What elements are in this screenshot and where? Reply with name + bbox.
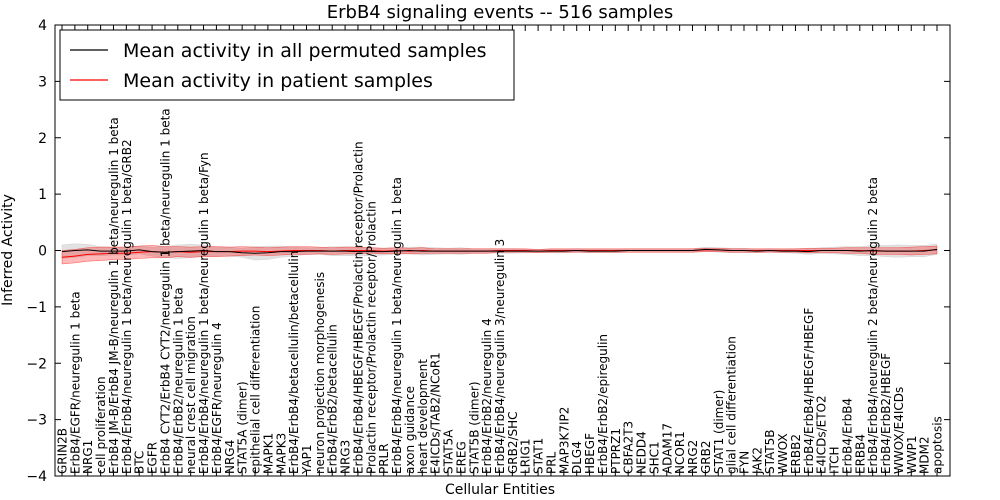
x-tick-label: GRIN2B xyxy=(56,428,70,474)
y-tick-label: 2 xyxy=(38,131,47,147)
x-tick-label: heart development xyxy=(416,359,430,474)
x-tick-label: epithelial cell differentiation xyxy=(249,306,263,474)
x-tick-label: MAPK1 xyxy=(261,433,275,474)
x-tick-label: PTPRZ1 xyxy=(609,428,623,474)
x-tick-label: E4ICDs/ETO2 xyxy=(815,395,829,474)
x-tick-label: ErbB4/ErbB2/betacellulin xyxy=(326,324,340,474)
x-tick-label: axon guidance xyxy=(403,386,417,474)
legend: Mean activity in all permuted samples Me… xyxy=(59,29,515,101)
x-tick-label: WWOX xyxy=(776,433,790,474)
x-tick-label: MAPK3 xyxy=(274,433,288,474)
y-tick-label: −2 xyxy=(26,356,47,372)
x-tick-label: ErbB4/ErbB2/neuregulin 1 beta xyxy=(171,287,185,474)
x-tick-label: CBFA2T3 xyxy=(622,421,636,474)
x-tick-label: glial cell differentiation xyxy=(725,336,739,474)
x-tick-label: GRB2 xyxy=(699,441,713,475)
y-tick-label: −3 xyxy=(26,413,47,429)
x-tick-label: ErbB4/ErbB4/neuregulin 3/neuregulin 3 xyxy=(493,239,507,474)
x-tick-label: FYN xyxy=(738,451,752,474)
x-tick-label: PRL xyxy=(545,451,559,474)
x-tick-label: YAP1 xyxy=(300,445,314,475)
x-tick-label: LRIG1 xyxy=(519,438,533,474)
x-tick-label: ErbB4 CYT2/ErbB4 CYT2/neuregulin 1 beta/… xyxy=(158,108,172,474)
x-tick-label: NRG2 xyxy=(686,440,700,474)
x-tick-label: STAT5B (dimer) xyxy=(467,381,481,474)
x-tick-label: ErbB4/ErbB4/HBEGF/HBEGF xyxy=(802,308,816,474)
x-tick-label: ErbB4/ErbB4/HBEGF/HBEGF/Prolactin recept… xyxy=(352,141,366,474)
x-tick-label: HBEGF xyxy=(583,433,597,474)
x-tick-label: JAK2 xyxy=(750,447,764,475)
legend-label-patient: Mean activity in patient samples xyxy=(123,70,433,92)
x-tick-label: ErbB4/EGFR/neuregulin 4 xyxy=(210,322,224,474)
x-tick-label: Prolactin receptor/Prolactin receptor/Pr… xyxy=(364,201,378,474)
x-tick-label: EGFR xyxy=(146,442,160,474)
x-tick-label: NRG1 xyxy=(81,440,95,474)
x-tick-label: ErbB4/ErbB4/neuregulin 1 beta/neuregulin… xyxy=(197,152,211,474)
x-tick-label: ErbB4/ErbB2/epiregulin xyxy=(596,334,610,474)
x-tick-label: ErbB4/ErbB4 xyxy=(840,398,854,474)
y-tick-label: −4 xyxy=(26,469,47,485)
x-tick-label: ErbB4/ErbB4/neuregulin 1 beta/neuregulin… xyxy=(120,139,134,474)
x-tick-label: MDM2 xyxy=(918,436,932,474)
x-tick-label: WWOX/E4ICDs xyxy=(892,387,906,474)
x-tick-label: MAP3K7IP2 xyxy=(557,407,571,474)
y-axis: −4 −3 −2 −1 0 1 2 3 4 xyxy=(26,18,950,485)
x-tick-label: WWP1 xyxy=(905,435,919,474)
x-tick-label: neural crest cell migration xyxy=(184,316,198,474)
x-tick-label: NEDD4 xyxy=(635,431,649,474)
x-tick-label: DLG4 xyxy=(570,441,584,474)
x-tick-label: ErbB4/ErbB4/betacellulin/betacellulin xyxy=(287,251,301,474)
x-tick-label: neuron projection morphogenesis xyxy=(313,272,327,474)
x-tick-label: GRB2/SHC xyxy=(506,411,520,474)
x-tick-label: ErbB4/ErbB2/neuregulin 4 xyxy=(480,318,494,474)
x-tick-label: ErbB4/EGFR/neuregulin 1 beta xyxy=(68,291,82,474)
series-line-patient xyxy=(61,249,938,258)
x-tick-label: ErbB4 JM-B/ErbB4 JM-B/neuregulin 1 beta/… xyxy=(107,117,121,474)
series-line-permuted xyxy=(61,248,938,254)
x-tick-label: STAT1 xyxy=(532,438,546,474)
series-lines xyxy=(61,248,938,258)
x-tick-label: apoptosis xyxy=(931,416,945,474)
x-tick-label: PRLR xyxy=(377,443,391,474)
y-tick-label: 0 xyxy=(38,244,47,260)
x-tick-label: ERBB4 xyxy=(853,434,867,474)
x-tick-label: STAT1 (dimer) xyxy=(712,390,726,474)
x-tick-label: NCOR1 xyxy=(673,431,687,474)
x-tick-label: ADAM17 xyxy=(660,423,674,474)
x-tick-label: NRG4 xyxy=(223,440,237,474)
x-tick-label: cell proliferation xyxy=(94,376,108,474)
x-tick-label: ERBB2 xyxy=(789,434,803,474)
x-tick-label: ITCH xyxy=(828,446,842,474)
y-axis-label: Inferred Activity xyxy=(0,194,16,306)
y-tick-label: 4 xyxy=(38,18,47,34)
y-tick-label: 1 xyxy=(38,187,47,203)
x-tick-label: ErbB4/ErbB4/neuregulin 2 beta/neuregulin… xyxy=(866,177,880,474)
legend-box xyxy=(59,29,515,101)
y-tick-label: −1 xyxy=(26,300,47,316)
x-tick-label: NRG3 xyxy=(339,440,353,474)
x-tick-label: E4ICDs/TAB2/NCoR1 xyxy=(429,352,443,474)
x-tick-label: BTC xyxy=(133,451,147,474)
x-axis-label: Cellular Entities xyxy=(445,482,555,498)
x-tick-label: ErbB4/ErbB2/HBEGF xyxy=(879,353,893,474)
x-tick-label: ErbB4/ErbB4/neuregulin 1 beta/neuregulin… xyxy=(390,177,404,474)
x-tick-label: STAT5B xyxy=(763,429,777,474)
x-tick-label: SHC1 xyxy=(647,441,661,474)
x-tick-label: STAT5A (dimer) xyxy=(236,381,250,474)
chart-title: ErbB4 signaling events -- 516 samples xyxy=(327,2,674,23)
legend-label-permuted: Mean activity in all permuted samples xyxy=(123,40,486,62)
x-tick-label: EREG xyxy=(454,441,468,474)
y-tick-label: 3 xyxy=(38,74,47,90)
x-tick-label: STAT5A xyxy=(442,429,456,474)
